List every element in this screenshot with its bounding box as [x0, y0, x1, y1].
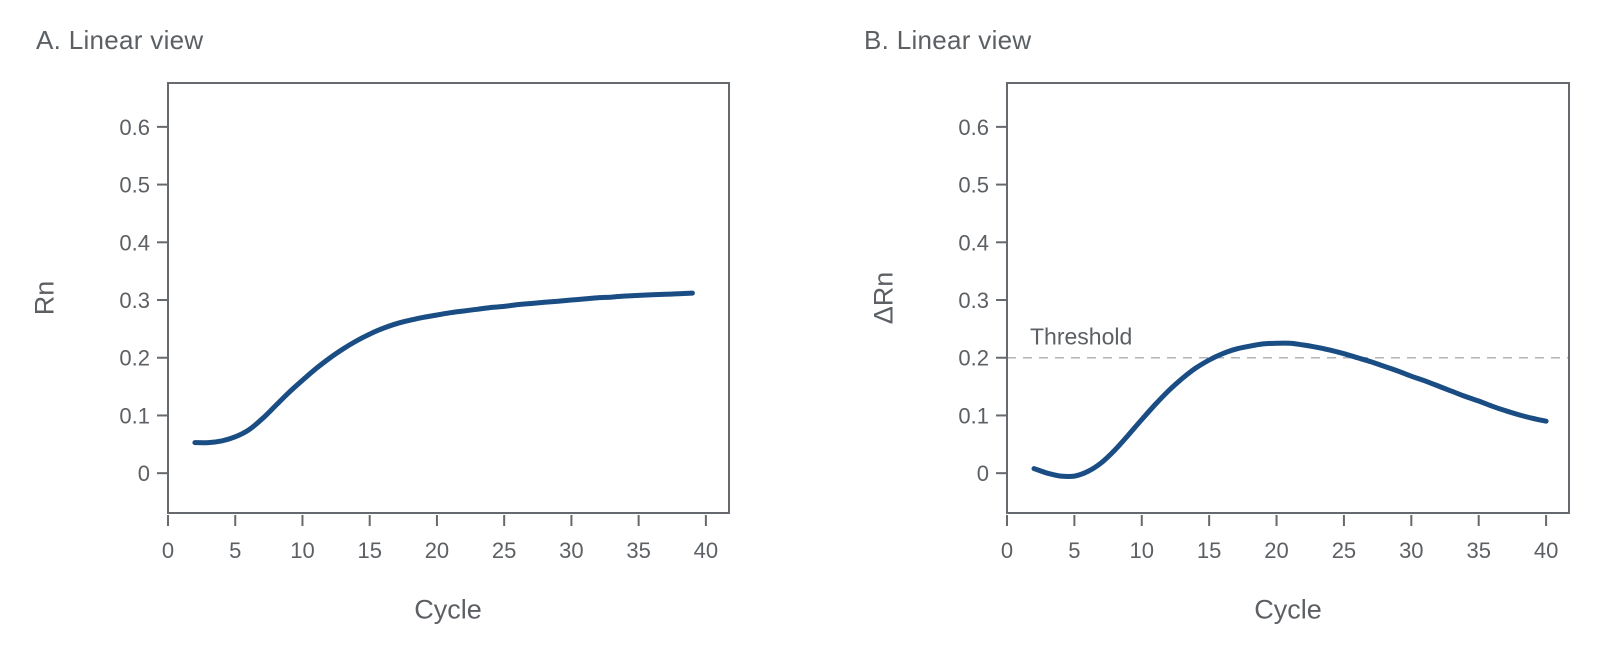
y-tick-label: 0.3: [958, 288, 989, 313]
x-tick-label: 20: [1264, 538, 1288, 563]
y-tick-label: 0.5: [958, 173, 989, 198]
y-tick-label: 0.6: [958, 115, 989, 140]
x-tick-label: 25: [492, 538, 516, 563]
x-tick-label: 15: [357, 538, 381, 563]
chart-b-y-axis-label: ΔRn: [868, 271, 899, 325]
chart-a-x-axis-label: Cycle: [414, 594, 482, 625]
x-tick-label: 30: [559, 538, 583, 563]
x-tick-label: 0: [162, 538, 174, 563]
x-tick-label: 35: [1466, 538, 1490, 563]
plot-border: [1006, 82, 1570, 514]
x-tick-label: 10: [290, 538, 314, 563]
y-tick-label: 0.2: [119, 346, 150, 371]
chart-a-y-axis-label: Rn: [29, 280, 60, 316]
x-tick-label: 5: [229, 538, 241, 563]
chart-a-plot: 0 0.1 0.2 0.3 0.4 0.5 0.6 0 5 10 15 20 25 30 35 40: [119, 82, 730, 563]
amplification-curve: [1031, 340, 1549, 480]
x-tick-label: 15: [1197, 538, 1221, 563]
y-tick-label: 0: [977, 461, 989, 486]
x-tick-label: 5: [1068, 538, 1080, 563]
x-tick-label: 25: [1332, 538, 1356, 563]
y-tick-label: 0.4: [958, 230, 989, 255]
y-tick-label: 0.2: [958, 346, 989, 371]
x-tick-label: 35: [626, 538, 650, 563]
amplification-curve: [192, 290, 695, 446]
chart-b-x-axis-label: Cycle: [1254, 594, 1322, 625]
y-tick-label: 0.1: [119, 403, 150, 428]
x-tick-label: 20: [425, 538, 449, 563]
y-tick-label: 0.1: [958, 403, 989, 428]
x-tick-label: 40: [1534, 538, 1558, 563]
y-tick-label: 0.3: [119, 288, 150, 313]
chart-b-plot: Threshold 0 0.1 0.2 0.3 0.4 0.5 0.6 0 5 10 15 20 25 30…: [958, 82, 1570, 563]
chart-b-title: B. Linear view: [864, 25, 1032, 55]
x-tick-label: 10: [1130, 538, 1154, 563]
y-tick-label: 0.6: [119, 115, 150, 140]
chart-a-title: A. Linear view: [36, 25, 204, 55]
y-tick-label: 0.5: [119, 173, 150, 198]
y-tick-label: 0.4: [119, 230, 150, 255]
threshold-label: Threshold: [1030, 324, 1132, 350]
x-tick-label: 40: [694, 538, 718, 563]
x-tick-label: 0: [1001, 538, 1013, 563]
plot-border: [167, 82, 730, 514]
y-tick-label: 0: [138, 461, 150, 486]
x-tick-label: 30: [1399, 538, 1423, 563]
